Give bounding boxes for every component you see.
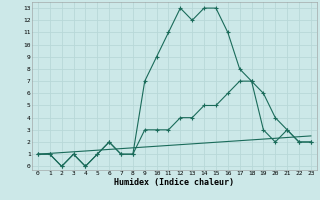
X-axis label: Humidex (Indice chaleur): Humidex (Indice chaleur)	[115, 178, 234, 187]
